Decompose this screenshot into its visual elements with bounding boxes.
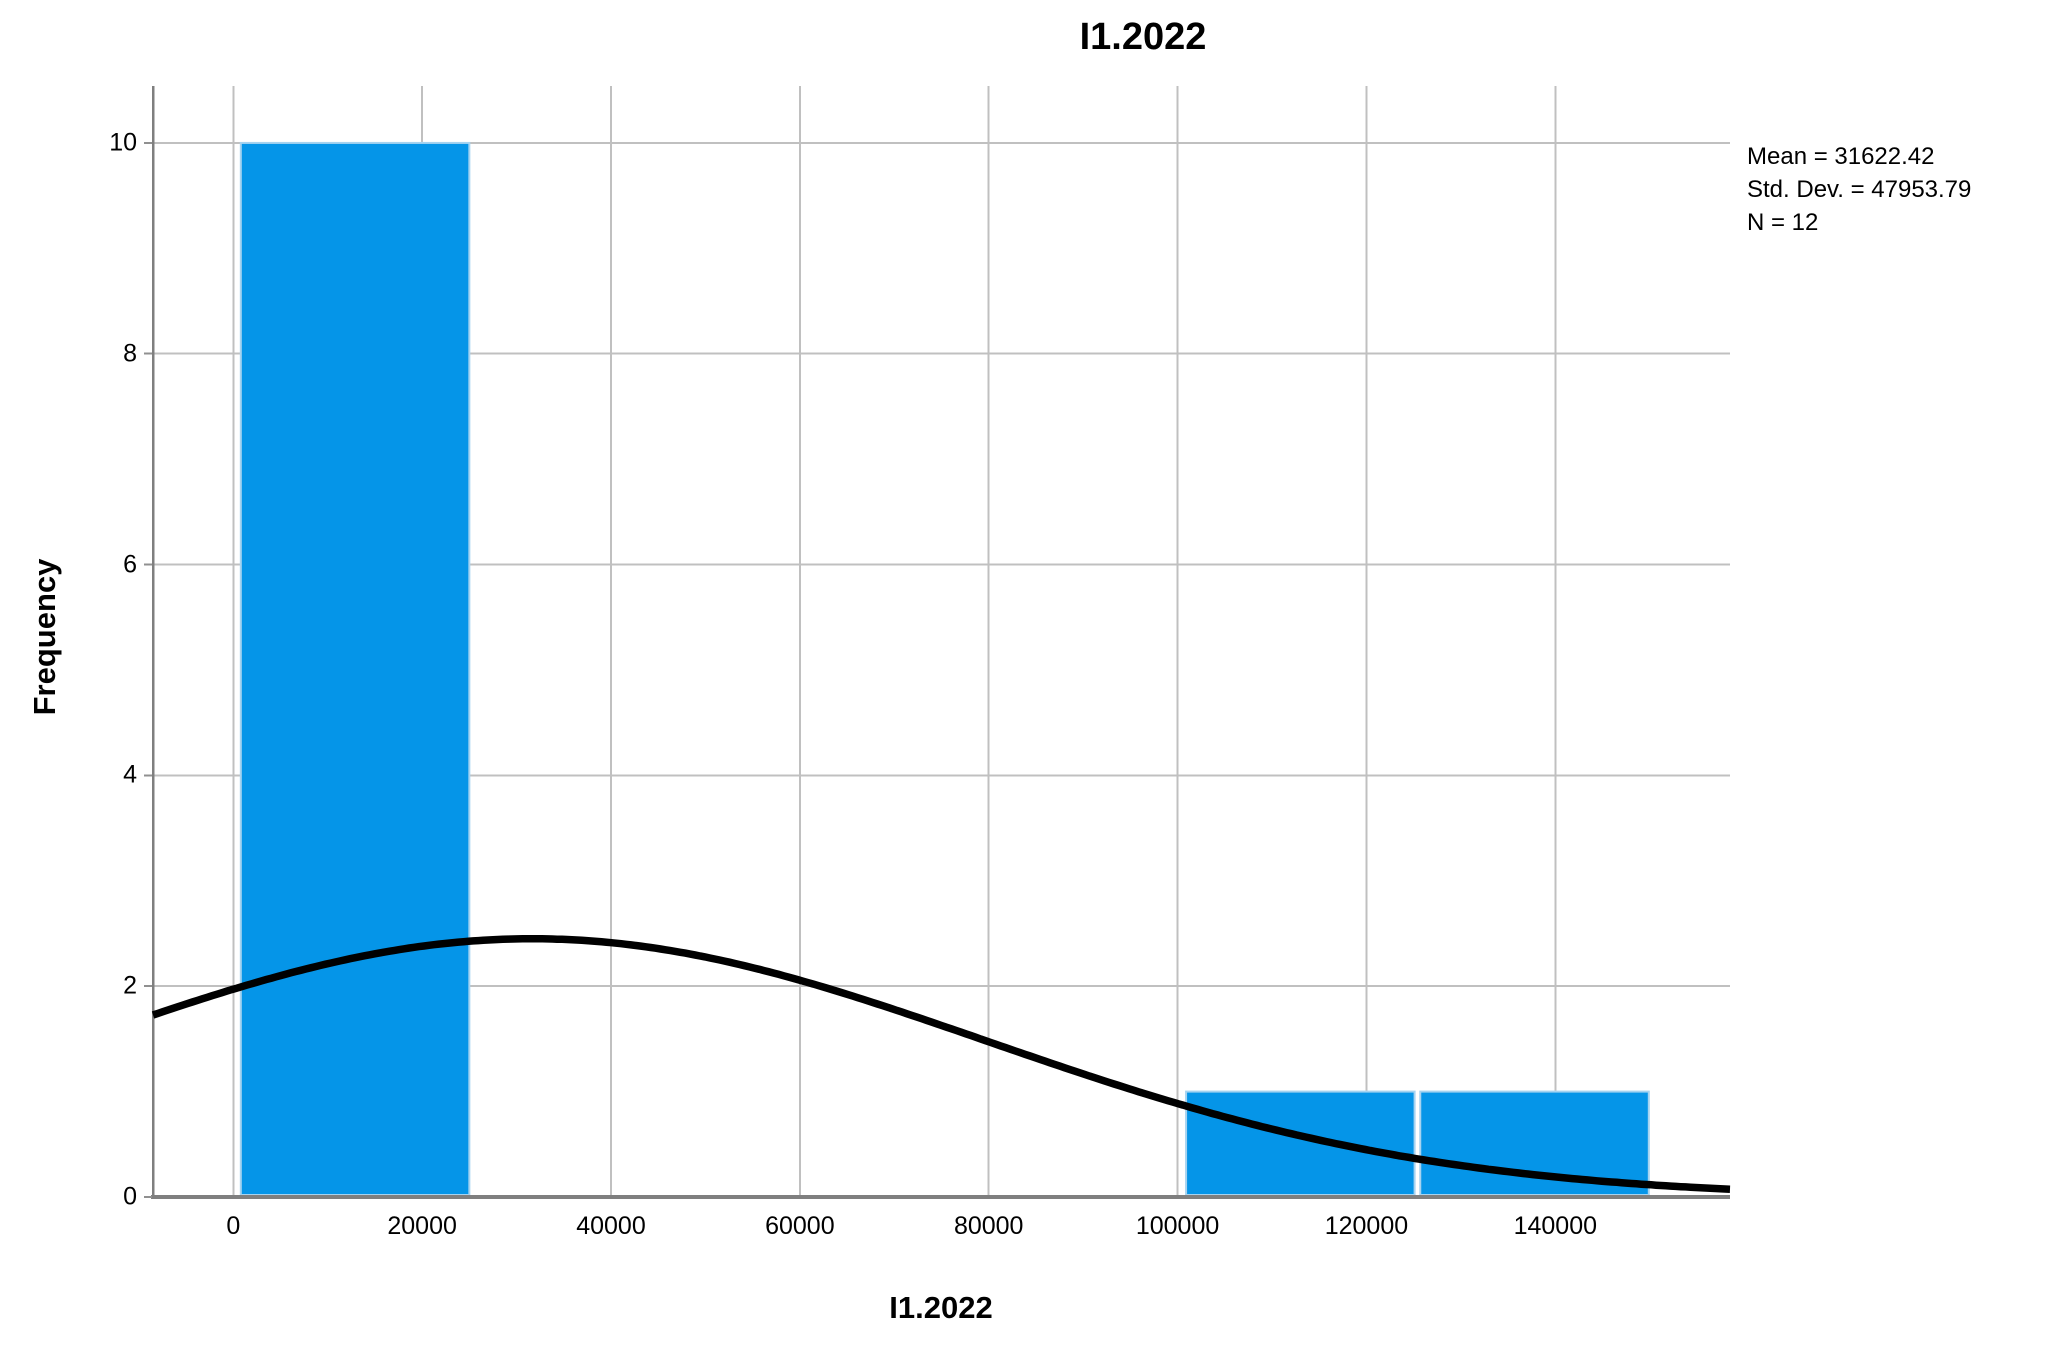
- y-tick-label: 4: [123, 760, 137, 789]
- y-tick-label: 0: [123, 1182, 137, 1211]
- chart-title: I1.2022: [1079, 16, 1207, 58]
- stats-line-n: N = 12: [1747, 209, 1819, 236]
- y-tick-label: 10: [109, 128, 137, 157]
- normal-curve: [151, 935, 1731, 1193]
- x-axis-label: I1.2022: [889, 1290, 993, 1325]
- x-tick-label: 20000: [387, 1212, 457, 1240]
- y-axis-label: Frequency: [27, 558, 62, 716]
- stats-line-mean: Mean = 31622.42: [1747, 143, 1935, 170]
- x-tick-label: 60000: [765, 1212, 835, 1240]
- x-tick-label: 120000: [1324, 1212, 1409, 1240]
- y-tick-label: 6: [123, 550, 137, 579]
- stats-box: Mean = 31622.42 Std. Dev. = 47953.79 N =…: [1747, 140, 1971, 239]
- histogram-bar: [1185, 1090, 1416, 1197]
- x-tick-label: 100000: [1135, 1212, 1220, 1240]
- stats-line-stddev: Std. Dev. = 47953.79: [1747, 176, 1972, 203]
- x-tick-label: 140000: [1513, 1212, 1598, 1240]
- histogram-bar: [239, 141, 471, 1197]
- x-tick-label: 40000: [576, 1212, 646, 1240]
- y-tick-label: 8: [123, 339, 137, 368]
- x-tick-label: 80000: [953, 1212, 1024, 1240]
- x-tick-label: 0: [226, 1212, 241, 1240]
- y-tick-label: 2: [123, 971, 137, 1000]
